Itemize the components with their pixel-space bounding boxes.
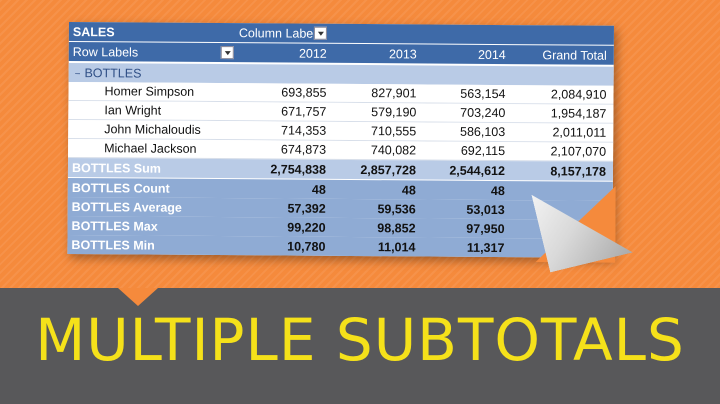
table-cell: 2,107,070	[550, 144, 607, 159]
table-cell: 2,011,011	[552, 125, 607, 140]
table-cell: 2,084,910	[550, 87, 607, 102]
table-cell: 671,757	[281, 104, 327, 119]
table-cell: 586,103	[460, 124, 506, 140]
title-banner	[0, 288, 720, 404]
table-cell: 2,754,838	[270, 161, 327, 177]
row-label: BOTTLES Sum	[71, 160, 161, 176]
table-cell: 53,013	[466, 202, 505, 217]
table-cell: 57,392	[287, 201, 326, 216]
table-cell: 1,954,187	[550, 106, 607, 121]
table-cell: 703,240	[460, 105, 506, 121]
table-cell: 563,154	[460, 86, 506, 102]
column-labels-filter-dropdown-icon[interactable]	[313, 26, 327, 40]
row-label: Ian Wright	[104, 103, 162, 118]
column-header-grand-total: Grand Total	[542, 47, 607, 63]
collapse-toggle-icon[interactable]: −	[74, 68, 81, 80]
table-cell: 8,157,178	[550, 163, 607, 179]
row-label: Homer Simpson	[104, 84, 195, 99]
row-label: BOTTLES Min	[71, 237, 155, 253]
table-cell: 693,855	[281, 85, 327, 100]
column-header-2012: 2012	[298, 46, 327, 61]
column-labels-label: Column Labe	[238, 25, 314, 41]
table-cell: 692,115	[460, 143, 506, 159]
pivot-header-row: SALES Column Labe	[68, 22, 614, 45]
table-cell: 11,014	[377, 239, 416, 254]
table-cell: 11,317	[466, 240, 505, 255]
row-label: BOTTLES Average	[71, 199, 182, 215]
table-cell: 48	[401, 182, 416, 197]
table-cell: 579,190	[371, 105, 417, 120]
subtotal-row-min: BOTTLES Min 10,780 11,014 11,317	[67, 234, 613, 258]
table-cell: 714,353	[281, 123, 327, 138]
table-cell: 99,220	[287, 220, 326, 235]
banner-notch-decoration	[118, 288, 158, 306]
table-cell: 827,901	[371, 86, 417, 101]
subtotal-row-sum: BOTTLES Sum 2,754,838 2,857,728 2,544,61…	[67, 157, 614, 181]
row-label: John Michaloudis	[104, 122, 201, 137]
column-header-2014: 2014	[477, 47, 506, 62]
table-cell: 97,950	[466, 221, 505, 236]
row-labels-label: Row Labels	[72, 44, 139, 59]
table-cell: 2,544,612	[449, 163, 506, 178]
values-field-label: SALES	[72, 24, 115, 39]
table-cell: 59,536	[377, 201, 416, 216]
banner-title: MULTIPLE SUBTOTALS	[35, 306, 685, 374]
pivot-column-header-row: Row Labels 2012 2013 2014 Grand Total	[68, 41, 614, 65]
group-label: BOTTLES	[84, 65, 142, 81]
table-cell: 674,873	[280, 142, 327, 157]
table-cell: 10,780	[287, 239, 326, 254]
table-cell: 98,852	[377, 220, 416, 235]
table-cell: 2,857,728	[360, 162, 417, 177]
column-header-2013: 2013	[388, 46, 417, 61]
table-cell: 48	[490, 183, 505, 198]
row-labels-filter-dropdown-icon[interactable]	[220, 46, 234, 60]
pivot-table: SALES Column Labe Row Labels 2012 2013 2…	[67, 22, 614, 258]
row-label: BOTTLES Max	[71, 218, 158, 234]
table-cell: 710,555	[371, 124, 417, 139]
row-label: Michael Jackson	[104, 141, 197, 156]
table-cell: 740,082	[370, 143, 417, 158]
table-cell: 48	[311, 182, 326, 197]
row-label: BOTTLES Count	[71, 180, 170, 196]
